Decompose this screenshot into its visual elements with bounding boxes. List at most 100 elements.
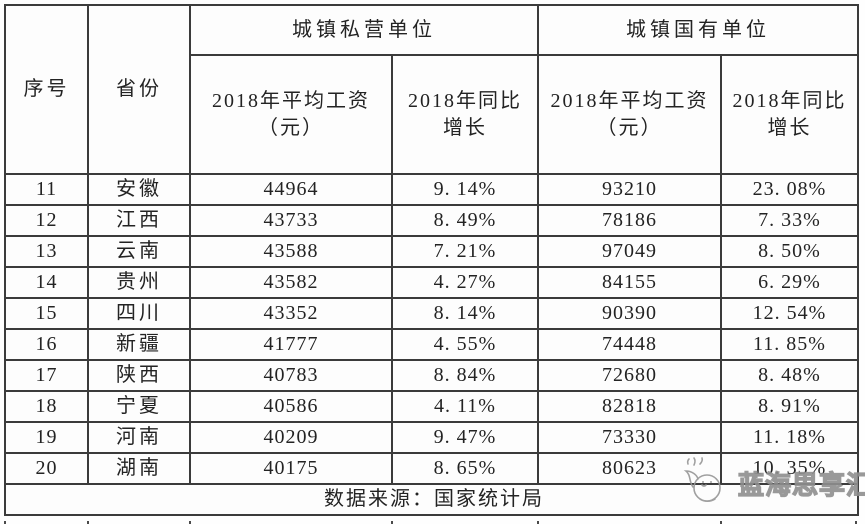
private-avg-wage-cell: 43733 — [189, 204, 393, 237]
table-border-tick — [87, 521, 89, 524]
data-source-note: 数据来源：国家统计局 — [4, 483, 859, 516]
table-footer-row: 数据来源：国家统计局 — [4, 483, 859, 516]
province-cell: 四川 — [87, 297, 191, 330]
private-growth-cell: 7. 21% — [391, 235, 539, 268]
table-row: 15 四川 43352 8. 14% 90390 12. 54% — [4, 297, 859, 330]
state-growth-cell: 10. 35% — [720, 452, 859, 485]
serial-cell: 14 — [4, 266, 89, 299]
private-avg-wage-cell: 43582 — [189, 266, 393, 299]
table-row: 14 贵州 43582 4. 27% 84155 6. 29% — [4, 266, 859, 299]
private-avg-wage-cell: 43352 — [189, 297, 393, 330]
state-avg-wage-cell: 74448 — [537, 328, 722, 361]
state-avg-wage-cell: 82818 — [537, 390, 722, 423]
private-growth-cell: 8. 14% — [391, 297, 539, 330]
private-growth-cell: 4. 27% — [391, 266, 539, 299]
table-border-tick — [855, 521, 857, 524]
table-border-tick — [537, 521, 539, 524]
serial-cell: 16 — [4, 328, 89, 361]
province-cell: 新疆 — [87, 328, 191, 361]
private-avg-wage-cell: 40175 — [189, 452, 393, 485]
table-row: 20 湖南 40175 8. 65% 80623 10. 35% — [4, 452, 859, 485]
table-border-tick — [189, 521, 191, 524]
table-border-tick — [4, 521, 6, 524]
state-avg-wage-cell: 84155 — [537, 266, 722, 299]
serial-cell: 17 — [4, 359, 89, 392]
state-avg-wage-cell: 78186 — [537, 204, 722, 237]
province-cell: 陕西 — [87, 359, 191, 392]
header-serial: 序号 — [4, 4, 89, 175]
serial-cell: 13 — [4, 235, 89, 268]
state-growth-cell: 11. 18% — [720, 421, 859, 454]
state-growth-cell: 8. 91% — [720, 390, 859, 423]
private-growth-cell: 9. 47% — [391, 421, 539, 454]
state-avg-wage-cell: 80623 — [537, 452, 722, 485]
header-line: 增长 — [443, 116, 487, 139]
serial-cell: 18 — [4, 390, 89, 423]
table-row: 18 宁夏 40586 4. 11% 82818 8. 91% — [4, 390, 859, 423]
private-growth-cell: 4. 55% — [391, 328, 539, 361]
province-cell: 云南 — [87, 235, 191, 268]
table-row: 19 河南 40209 9. 47% 73330 11. 18% — [4, 421, 859, 454]
header-line: 2018年平均工资 — [550, 89, 709, 112]
table-border-tick — [720, 521, 722, 524]
province-cell: 贵州 — [87, 266, 191, 299]
header-private-growth: 2018年同比 增长 — [391, 54, 539, 175]
wage-table: 序号 省份 城镇私营单位 城镇国有单位 2018年平均工资 （元） 2018年同… — [4, 4, 859, 516]
state-growth-cell: 8. 50% — [720, 235, 859, 268]
table-row: 16 新疆 41777 4. 55% 74448 11. 85% — [4, 328, 859, 361]
province-cell: 湖南 — [87, 452, 191, 485]
private-avg-wage-cell: 40783 — [189, 359, 393, 392]
state-growth-cell: 7. 33% — [720, 204, 859, 237]
province-cell: 宁夏 — [87, 390, 191, 423]
header-group-row: 序号 省份 城镇私营单位 城镇国有单位 — [4, 4, 859, 175]
private-avg-wage-cell: 40586 — [189, 390, 393, 423]
province-cell: 安徽 — [87, 173, 191, 206]
state-avg-wage-cell: 72680 — [537, 359, 722, 392]
serial-cell: 15 — [4, 297, 89, 330]
private-growth-cell: 8. 49% — [391, 204, 539, 237]
table-row: 11 安徽 44964 9. 14% 93210 23. 08% — [4, 173, 859, 206]
private-avg-wage-cell: 44964 — [189, 173, 393, 206]
header-sub-row: 2018年平均工资 （元） 2018年同比 增长 2018年平均工资 （元） 2… — [5, 54, 859, 175]
state-growth-cell: 6. 29% — [720, 266, 859, 299]
serial-cell: 19 — [4, 421, 89, 454]
private-growth-cell: 4. 11% — [391, 390, 539, 423]
private-growth-cell: 8. 65% — [391, 452, 539, 485]
header-province: 省份 — [87, 4, 191, 175]
private-avg-wage-cell: 41777 — [189, 328, 393, 361]
table-row: 12 江西 43733 8. 49% 78186 7. 33% — [4, 204, 859, 237]
state-growth-cell: 11. 85% — [720, 328, 859, 361]
state-growth-cell: 8. 48% — [720, 359, 859, 392]
state-growth-cell: 12. 54% — [720, 297, 859, 330]
header-group-state: 城镇国有单位 — [537, 4, 859, 56]
private-growth-cell: 9. 14% — [391, 173, 539, 206]
header-line: （元） — [258, 116, 324, 139]
serial-cell: 11 — [4, 173, 89, 206]
header-line: （元） — [596, 116, 663, 139]
province-cell: 江西 — [87, 204, 191, 237]
private-avg-wage-cell: 43588 — [189, 235, 393, 268]
table-row: 17 陕西 40783 8. 84% 72680 8. 48% — [4, 359, 859, 392]
state-avg-wage-cell: 97049 — [537, 235, 722, 268]
header-state-avg-wage: 2018年平均工资 （元） — [537, 54, 722, 175]
serial-cell: 12 — [4, 204, 89, 237]
state-growth-cell: 23. 08% — [720, 173, 859, 206]
table-border-tick — [391, 521, 393, 524]
state-avg-wage-cell: 93210 — [537, 173, 722, 206]
header-private-avg-wage: 2018年平均工资 （元） — [189, 54, 393, 175]
header-line: 2018年同比 — [408, 89, 522, 112]
state-avg-wage-cell: 73330 — [537, 421, 722, 454]
header-line: 增长 — [767, 116, 812, 139]
header-line: 2018年平均工资 — [212, 89, 370, 112]
private-growth-cell: 8. 84% — [391, 359, 539, 392]
serial-cell: 20 — [4, 452, 89, 485]
state-avg-wage-cell: 90390 — [537, 297, 722, 330]
next-table-sliver — [0, 521, 865, 524]
header-line: 2018年同比 — [732, 89, 847, 112]
header-state-growth: 2018年同比 增长 — [720, 54, 859, 175]
private-avg-wage-cell: 40209 — [189, 421, 393, 454]
table-row: 13 云南 43588 7. 21% 97049 8. 50% — [4, 235, 859, 268]
header-group-private: 城镇私营单位 — [189, 4, 539, 56]
province-cell: 河南 — [87, 421, 191, 454]
